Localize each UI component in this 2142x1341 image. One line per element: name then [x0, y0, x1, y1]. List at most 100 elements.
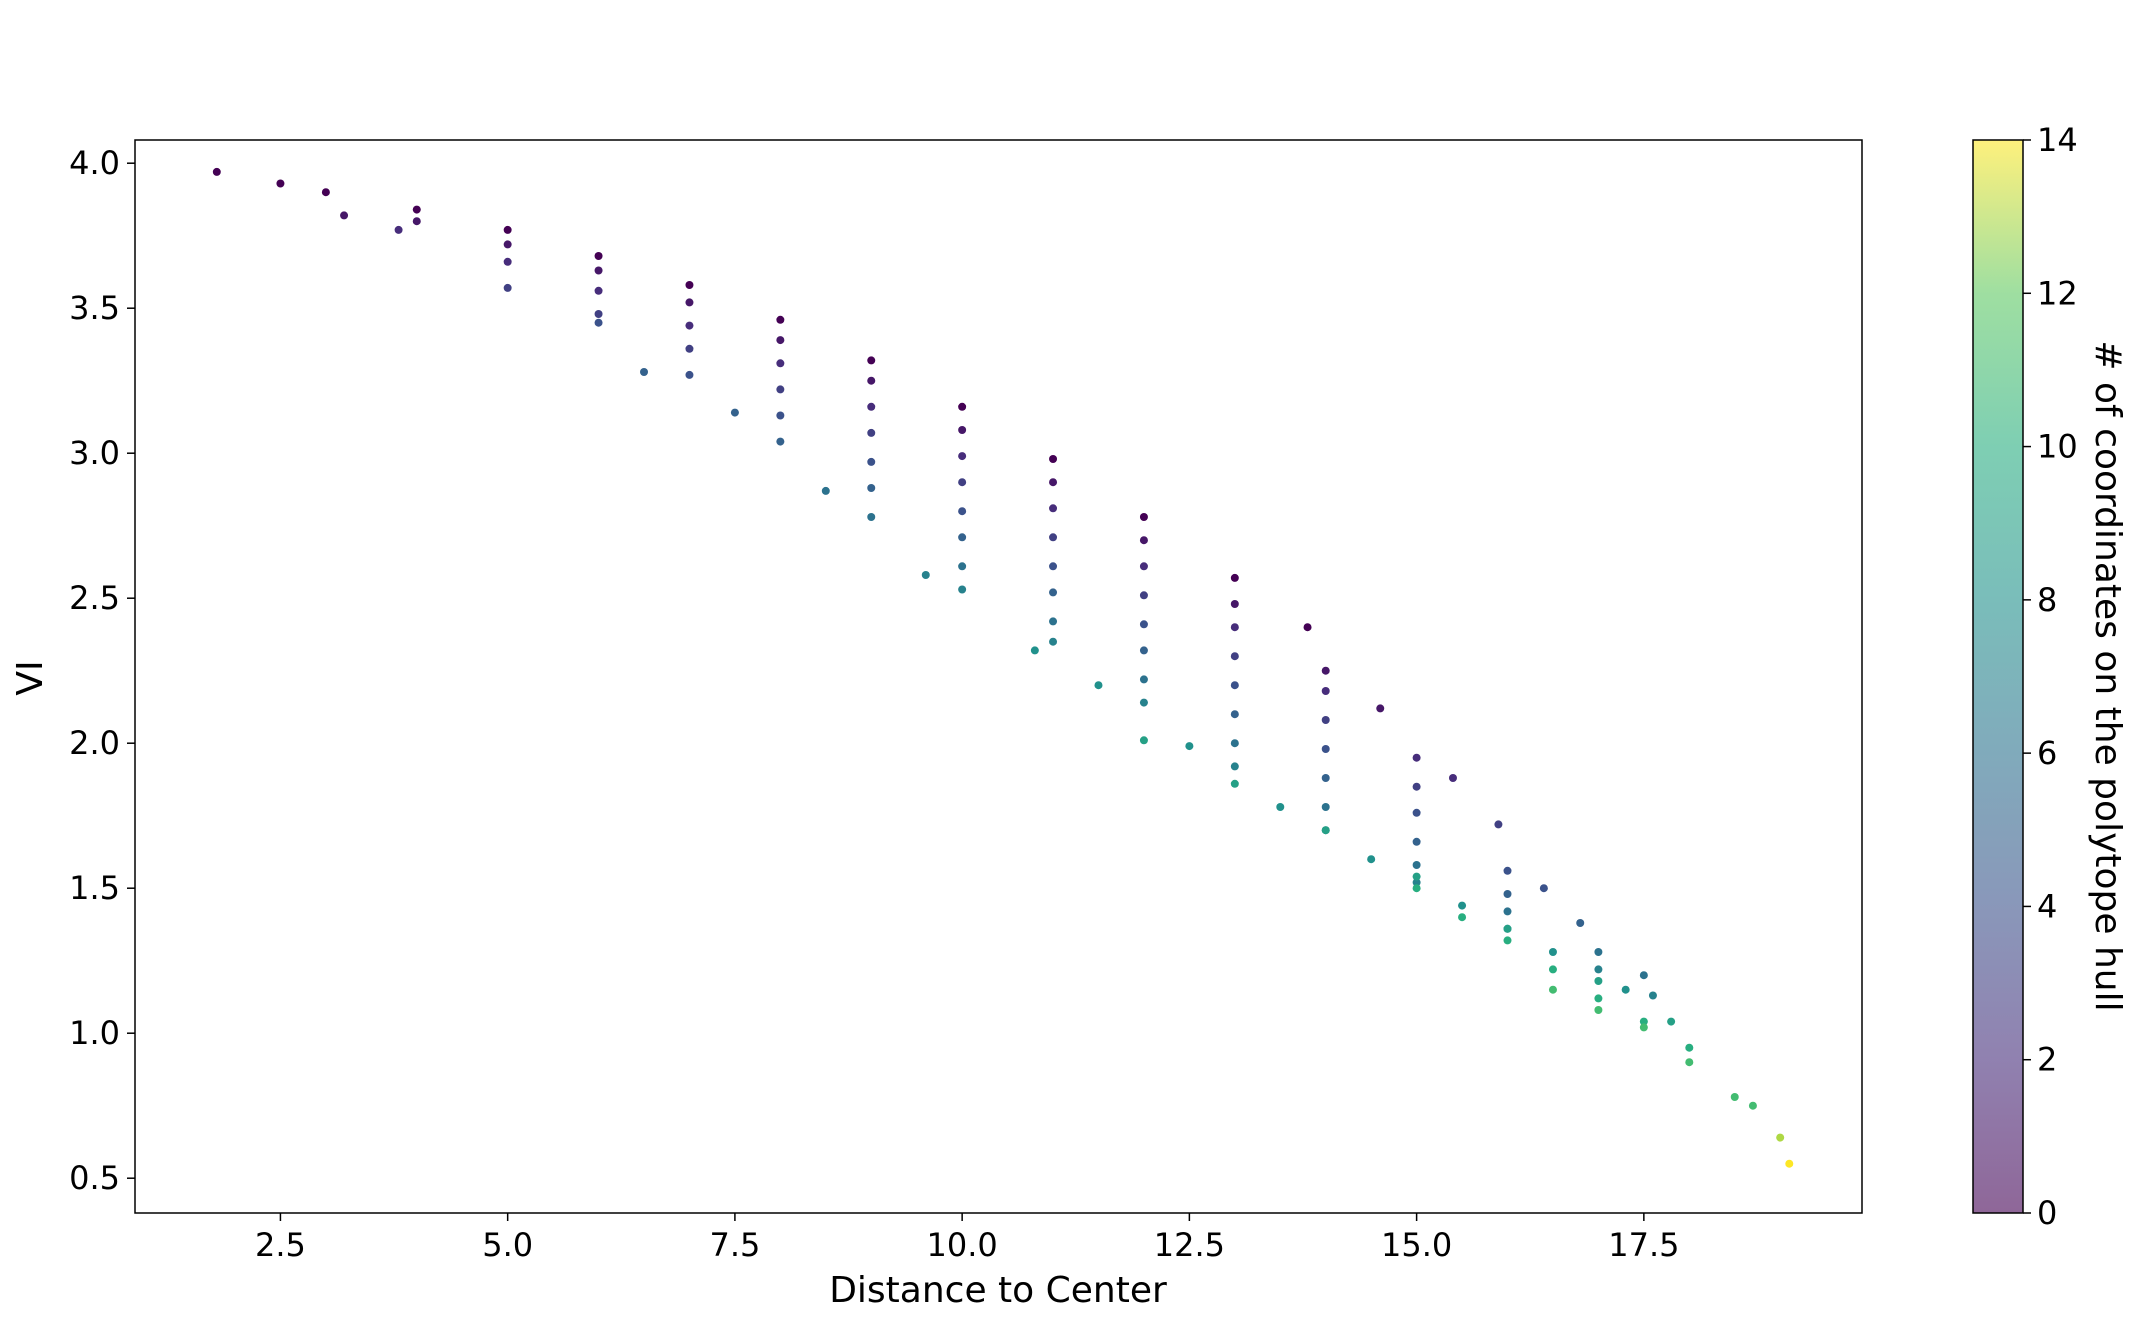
data-point [730, 408, 739, 417]
data-point [776, 359, 785, 368]
data-point [1321, 774, 1330, 782]
data-point [1321, 745, 1330, 753]
data-point [921, 571, 930, 579]
data-point [1049, 478, 1058, 487]
colorbar-tick-label: 2 [2037, 1041, 2057, 1079]
data-point [685, 298, 694, 307]
colorbar-frame [1972, 139, 2024, 1214]
data-point [1139, 536, 1148, 545]
x-tick-label: 7.5 [709, 1226, 760, 1264]
data-point [1412, 878, 1421, 887]
data-point [1321, 803, 1330, 811]
data-point [1412, 753, 1421, 762]
data-point [685, 281, 694, 289]
data-point [1049, 455, 1058, 463]
data-point [1548, 948, 1557, 956]
colorbar-tick-label: 8 [2037, 581, 2057, 619]
data-point [685, 370, 694, 379]
data-point [776, 336, 785, 345]
y-axis: 0.5 1.0 1.5 2.0 2.5 3.0 3.5 4.0 [69, 144, 135, 1197]
data-point [1321, 687, 1330, 695]
y-tick-label: 2.0 [69, 724, 120, 762]
x-tick-label: 2.5 [255, 1226, 306, 1264]
data-point [776, 437, 785, 446]
data-point [1458, 913, 1467, 922]
data-point [958, 562, 967, 571]
data-point [867, 457, 876, 466]
data-point [340, 211, 349, 220]
data-point [1685, 1043, 1694, 1052]
data-point [1503, 936, 1512, 945]
data-point [1139, 646, 1148, 655]
data-point [1548, 985, 1557, 994]
data-point [958, 452, 967, 461]
data-point [958, 507, 967, 516]
data-point [1230, 710, 1239, 719]
colorbar-tick-label: 14 [2037, 121, 2078, 159]
data-point [594, 310, 603, 318]
data-point [867, 402, 876, 411]
data-point [1412, 808, 1421, 817]
x-tick-label: 12.5 [1154, 1226, 1225, 1264]
colorbar-tick-label: 0 [2037, 1194, 2057, 1232]
data-point [1139, 591, 1148, 600]
data-point [1539, 884, 1548, 893]
data-point [1139, 698, 1148, 707]
data-point [867, 356, 876, 365]
data-point [1448, 774, 1457, 782]
data-point [958, 533, 967, 542]
data-point [1321, 666, 1330, 675]
colorbar-gradient [1973, 140, 2023, 1213]
y-tick-label: 3.5 [69, 289, 120, 327]
data-point [1230, 623, 1239, 632]
data-point [1412, 782, 1421, 791]
data-point [1458, 901, 1467, 910]
data-point [1594, 965, 1603, 974]
x-axis: 2.5 5.0 7.5 10.0 12.5 15.0 17.5 [255, 1213, 1679, 1264]
data-point [594, 252, 603, 260]
data-point [1230, 681, 1239, 690]
data-point [1412, 872, 1421, 881]
data-point [685, 344, 694, 353]
data-point [503, 257, 512, 266]
data-point [958, 478, 967, 487]
data-point [1639, 1023, 1648, 1032]
data-point [1030, 646, 1039, 655]
scatter-points [212, 167, 1794, 1168]
data-point [1503, 866, 1512, 875]
x-tick-label: 10.0 [927, 1226, 998, 1264]
data-point [1412, 884, 1421, 893]
colorbar-ticks: 0 2 4 6 8 10 12 14 [2023, 121, 2078, 1232]
data-point [1139, 736, 1148, 745]
data-point [1321, 716, 1330, 724]
data-point [1230, 739, 1239, 748]
data-point [1139, 675, 1148, 684]
data-point [1639, 971, 1648, 980]
data-point [1230, 762, 1239, 771]
data-point [394, 225, 403, 234]
data-point [867, 484, 876, 492]
y-tick-label: 4.0 [69, 144, 120, 182]
plot-frame [134, 139, 1863, 1214]
data-point [1230, 573, 1239, 582]
data-point [1230, 779, 1239, 788]
data-point [1594, 1006, 1603, 1014]
data-point [1503, 924, 1512, 933]
data-point [1548, 965, 1557, 974]
data-point [1648, 991, 1657, 1000]
data-point [1367, 855, 1376, 864]
data-point [412, 217, 421, 226]
data-point [503, 240, 512, 249]
data-point [776, 315, 785, 324]
data-point [1594, 948, 1603, 956]
colorbar-tick-label: 6 [2037, 734, 2057, 772]
colorbar: 0 2 4 6 8 10 12 14 # of coordinates on the poly… [1972, 121, 2128, 1232]
data-point [867, 376, 876, 385]
data-point [1049, 637, 1058, 646]
data-point [412, 205, 421, 214]
data-point [821, 486, 830, 495]
data-point [1412, 837, 1421, 846]
x-axis-label: Distance to Center [829, 1270, 1167, 1311]
x-tick-label: 17.5 [1608, 1226, 1679, 1264]
